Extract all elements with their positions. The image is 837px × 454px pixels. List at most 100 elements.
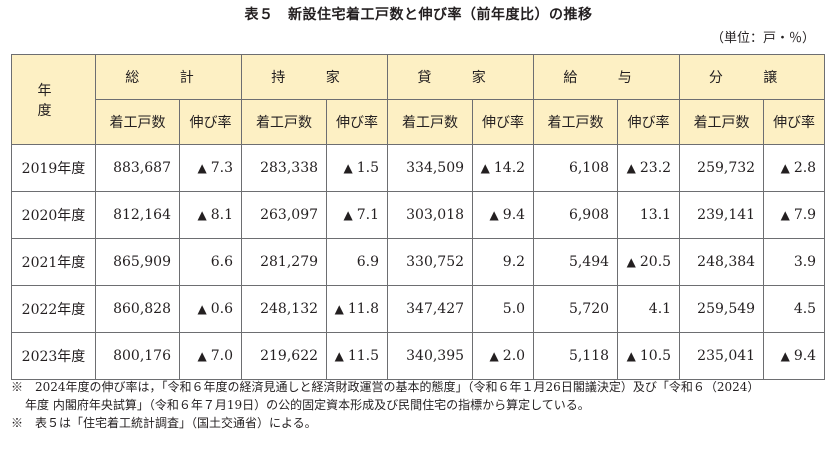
rate-value: 6.6 bbox=[210, 254, 234, 270]
group-header-issued: 給 与 bbox=[533, 54, 681, 100]
rate-header: 伸び率 bbox=[472, 99, 535, 145]
count-header: 着工戸数 bbox=[533, 99, 619, 145]
year-cell: 2019年度 bbox=[11, 144, 96, 192]
rate-value: 7.1 bbox=[356, 207, 380, 223]
count-cell: 6,908 bbox=[533, 191, 619, 239]
count-cell: 259,549 bbox=[679, 285, 765, 333]
decrease-triangle-icon: ▲ bbox=[480, 161, 490, 175]
rate-value: 7.3 bbox=[210, 160, 234, 176]
rate-cell: ▲ 7.0 bbox=[178, 332, 243, 380]
rate-header: 伸び率 bbox=[178, 99, 243, 145]
rate-cell: ▲ 0.6 bbox=[178, 285, 243, 333]
rate-cell: 5.0 bbox=[472, 285, 535, 333]
table-row: 2023年度 800,176 ▲ 7.0 219,622 ▲ 11.5 340,395 ▲ 2.0… bbox=[11, 332, 826, 380]
rate-value: 11.5 bbox=[347, 348, 380, 364]
rate-cell: ▲ 11.5 bbox=[326, 332, 389, 380]
count-cell: 865,909 bbox=[95, 238, 180, 286]
decrease-triangle-icon: ▲ bbox=[197, 349, 207, 363]
decrease-triangle-icon: ▲ bbox=[489, 208, 499, 222]
count-header: 着工戸数 bbox=[95, 99, 180, 145]
rate-value: 8.1 bbox=[210, 207, 234, 223]
rate-value: 5.0 bbox=[502, 301, 526, 317]
rate-value: 2.0 bbox=[502, 348, 526, 364]
count-cell: 5,720 bbox=[533, 285, 619, 333]
table-row: 2019年度 883,687 ▲ 7.3 283,338 ▲ 1.5 334,509 ▲ 14.2… bbox=[11, 144, 826, 192]
rate-value: 0.6 bbox=[210, 301, 234, 317]
count-cell: 6,108 bbox=[533, 144, 619, 192]
rate-value: 1.5 bbox=[356, 160, 380, 176]
decrease-triangle-icon: ▲ bbox=[197, 302, 207, 316]
decrease-triangle-icon: ▲ bbox=[626, 349, 636, 363]
rate-value: 9.4 bbox=[502, 207, 526, 223]
rate-value: 4.5 bbox=[793, 301, 817, 317]
decrease-triangle-icon: ▲ bbox=[343, 208, 353, 222]
group-header-rental: 貸 家 bbox=[387, 54, 535, 100]
rate-value: 6.9 bbox=[356, 254, 380, 270]
count-cell: 259,732 bbox=[679, 144, 765, 192]
rate-cell: ▲ 7.1 bbox=[326, 191, 389, 239]
rate-cell: ▲ 23.2 bbox=[617, 144, 681, 192]
rate-value: 7.0 bbox=[210, 348, 234, 364]
rate-cell: ▲ 7.9 bbox=[763, 191, 826, 239]
rate-cell: ▲ 20.5 bbox=[617, 238, 681, 286]
rate-cell: ▲ 2.8 bbox=[763, 144, 826, 192]
decrease-triangle-icon: ▲ bbox=[626, 255, 636, 269]
decrease-triangle-icon: ▲ bbox=[334, 349, 344, 363]
rate-value: 10.5 bbox=[639, 348, 672, 364]
rate-value: 9.4 bbox=[793, 348, 817, 364]
rate-value: 13.1 bbox=[639, 207, 672, 223]
decrease-triangle-icon: ▲ bbox=[334, 302, 344, 316]
count-header: 着工戸数 bbox=[387, 99, 474, 145]
table-row: 2020年度 812,164 ▲ 8.1 263,097 ▲ 7.1 303,018 ▲ 9.4 6… bbox=[11, 191, 826, 239]
rate-header: 伸び率 bbox=[763, 99, 826, 145]
rate-cell: ▲ 7.3 bbox=[178, 144, 243, 192]
rate-cell: ▲ 9.4 bbox=[472, 191, 535, 239]
year-cell: 2020年度 bbox=[11, 191, 96, 239]
year-cell: 2021年度 bbox=[11, 238, 96, 286]
year-header: 年 度 bbox=[11, 54, 96, 145]
rate-cell: ▲ 9.4 bbox=[763, 332, 826, 380]
rate-cell: ▲ 2.0 bbox=[472, 332, 535, 380]
unit-label: （単位：戸・％） bbox=[710, 31, 815, 46]
count-cell: 248,132 bbox=[241, 285, 328, 333]
rate-cell: 6.6 bbox=[178, 238, 243, 286]
count-cell: 800,176 bbox=[95, 332, 180, 380]
rate-cell: 13.1 bbox=[617, 191, 681, 239]
rate-value: 14.2 bbox=[493, 160, 526, 176]
decrease-triangle-icon: ▲ bbox=[343, 161, 353, 175]
rate-header: 伸び率 bbox=[617, 99, 681, 145]
group-header-sale: 分 譲 bbox=[679, 54, 826, 100]
decrease-triangle-icon: ▲ bbox=[780, 349, 790, 363]
table-row: 2021年度 865,909 6.6 281,279 6.9 330,752 9.2 5,49… bbox=[11, 238, 826, 286]
rate-value: 11.8 bbox=[347, 301, 380, 317]
group-header-total: 総 計 bbox=[94, 54, 243, 100]
rate-cell: ▲ 10.5 bbox=[617, 332, 681, 380]
count-cell: 860,828 bbox=[95, 285, 180, 333]
decrease-triangle-icon: ▲ bbox=[626, 161, 636, 175]
table-row: 2022年度 860,828 ▲ 0.6 248,132 ▲ 11.8 347,427 5.0 5… bbox=[11, 285, 826, 333]
footnotes: ※ 2024年度の伸び率は，「令和６年度の経済見通しと経済財政運営の基本的態度」… bbox=[11, 378, 826, 432]
rate-value: 3.9 bbox=[793, 254, 817, 270]
count-cell: 883,687 bbox=[95, 144, 180, 192]
decrease-triangle-icon: ▲ bbox=[197, 161, 207, 175]
rate-cell: 6.9 bbox=[326, 238, 389, 286]
rate-cell: ▲ 11.8 bbox=[326, 285, 389, 333]
rate-cell: ▲ 8.1 bbox=[178, 191, 243, 239]
footnote-1-cont: 年度 内閣府年央試算」（令和６年７月19日）の公的固定資本形成及び民間住宅の指標… bbox=[25, 398, 590, 412]
rate-cell: 4.1 bbox=[617, 285, 681, 333]
count-cell: 239,141 bbox=[679, 191, 765, 239]
rate-value: 4.1 bbox=[648, 301, 672, 317]
rate-cell: ▲ 14.2 bbox=[472, 144, 535, 192]
year-cell: 2022年度 bbox=[11, 285, 96, 333]
decrease-triangle-icon: ▲ bbox=[197, 208, 207, 222]
footnote-1: ※ 2024年度の伸び率は，「令和６年度の経済見通しと経済財政運営の基本的態度」… bbox=[11, 380, 760, 394]
table-title: 表５ 新設住宅着工戸数と伸び率（前年度比）の推移 bbox=[244, 7, 593, 23]
count-header: 着工戸数 bbox=[679, 99, 765, 145]
decrease-triangle-icon: ▲ bbox=[780, 208, 790, 222]
decrease-triangle-icon: ▲ bbox=[489, 349, 499, 363]
housing-starts-table: 年 度 総 計 持 家 貸 家 給 与 分 譲 着工戸数 伸び率 着工戸数 伸び… bbox=[11, 54, 826, 380]
count-header: 着工戸数 bbox=[241, 99, 328, 145]
rate-header: 伸び率 bbox=[326, 99, 389, 145]
rate-value: 7.9 bbox=[793, 207, 817, 223]
count-cell: 812,164 bbox=[95, 191, 180, 239]
